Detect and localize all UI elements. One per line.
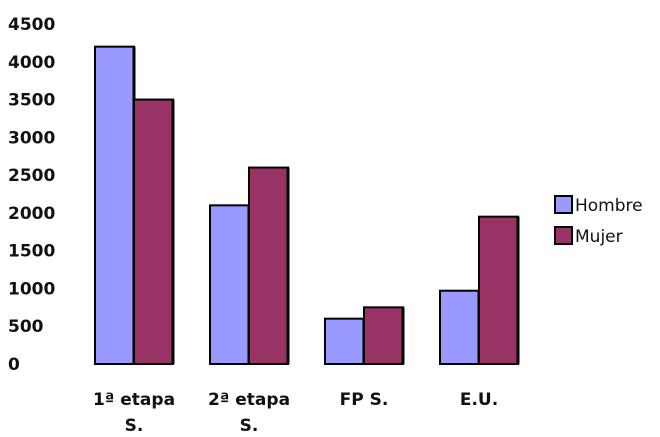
bar-mujer: [133, 98, 174, 366]
y-tick-label: 1500: [8, 242, 55, 262]
category-label: 2ª etapa: [208, 390, 290, 410]
legend-swatch-hombre: [554, 195, 573, 214]
category-label: S.: [240, 416, 259, 436]
y-tick-label: 2000: [8, 204, 55, 224]
bar-hombre: [94, 45, 135, 366]
bar-mujer: [478, 215, 519, 365]
y-tick-label: 4500: [8, 15, 55, 35]
legend-swatch-mujer: [554, 226, 573, 245]
legend-label-mujer: Mujer: [575, 227, 623, 247]
y-tick-label: 4000: [8, 53, 55, 73]
y-tick-label: 3000: [8, 128, 55, 148]
category-label: FP S.: [340, 390, 389, 410]
y-tick-label: 0: [8, 355, 20, 375]
category-labels: 1ª etapa S. 2ª etapa S. FP S. E.U.: [93, 390, 498, 436]
bars-layer: [94, 45, 520, 366]
y-tick-label: 2500: [8, 166, 55, 186]
y-tick-label: 3500: [8, 91, 55, 111]
bar-hombre: [209, 204, 250, 365]
category-label: 1ª etapa: [93, 390, 175, 410]
bar-hombre: [439, 289, 480, 366]
category-label: S.: [125, 416, 144, 436]
axis-layer: 0 500 1000 1500 2000 2500 3000 3500 4000 4500: [8, 15, 55, 375]
bar-mujer: [248, 166, 289, 365]
category-label: E.U.: [460, 390, 498, 410]
bar-hombre: [324, 317, 365, 365]
y-tick-label: 1000: [8, 279, 55, 299]
y-tick-label: 500: [8, 317, 44, 337]
bar-mujer: [363, 306, 404, 366]
legend: Hombre Mujer: [554, 195, 643, 247]
legend-label-hombre: Hombre: [575, 196, 643, 216]
